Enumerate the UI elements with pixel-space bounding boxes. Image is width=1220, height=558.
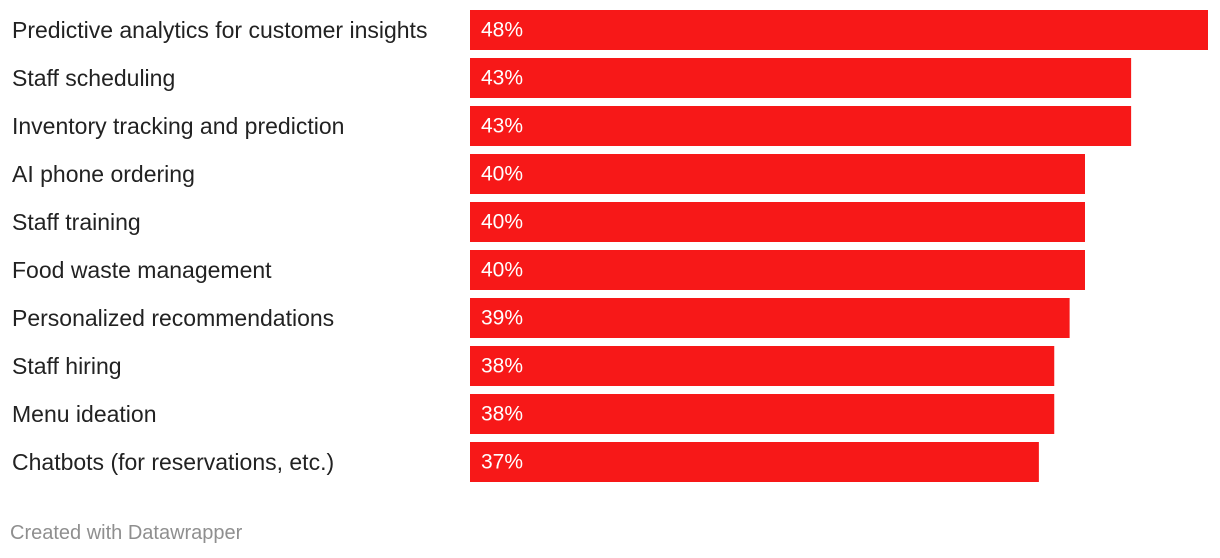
category-label: Staff scheduling xyxy=(12,65,175,91)
bar-row: Personalized recommendations 39% xyxy=(12,298,1070,338)
bar-row: Staff hiring 38% xyxy=(12,346,1055,386)
bar xyxy=(470,346,1055,386)
bar xyxy=(470,394,1055,434)
category-label: Chatbots (for reservations, etc.) xyxy=(12,449,334,475)
bar xyxy=(470,106,1132,146)
value-label: 37% xyxy=(481,451,523,474)
bar xyxy=(470,154,1085,194)
bar xyxy=(470,58,1132,98)
category-label: Menu ideation xyxy=(12,401,157,427)
value-label: 48% xyxy=(481,19,523,42)
bar-row: Predictive analytics for customer insigh… xyxy=(12,10,1208,50)
bar-row: AI phone ordering 40% xyxy=(12,154,1085,194)
bar-chart: Predictive analytics for customer insigh… xyxy=(12,10,1208,482)
value-label: 38% xyxy=(481,355,523,378)
category-label: Staff hiring xyxy=(12,353,122,379)
category-label: Staff training xyxy=(12,209,141,235)
bar xyxy=(470,202,1085,242)
bar-row: Staff scheduling 43% xyxy=(12,58,1132,98)
bar xyxy=(470,250,1085,290)
bar-row: Menu ideation 38% xyxy=(12,394,1055,434)
bar xyxy=(470,298,1070,338)
bar-row: Staff training 40% xyxy=(12,202,1085,242)
value-label: 40% xyxy=(481,211,523,234)
category-label: Food waste management xyxy=(12,257,272,283)
datawrapper-credit: Created with Datawrapper xyxy=(10,522,243,544)
value-label: 39% xyxy=(481,307,523,330)
category-label: AI phone ordering xyxy=(12,161,195,187)
value-label: 40% xyxy=(481,163,523,186)
value-label: 40% xyxy=(481,259,523,282)
value-label: 38% xyxy=(481,403,523,426)
category-label: Personalized recommendations xyxy=(12,305,334,331)
category-label: Inventory tracking and prediction xyxy=(12,113,344,139)
category-label: Predictive analytics for customer insigh… xyxy=(12,17,427,43)
value-label: 43% xyxy=(481,67,523,90)
bar-row: Food waste management 40% xyxy=(12,250,1085,290)
bar xyxy=(470,10,1208,50)
bar-row: Inventory tracking and prediction 43% xyxy=(12,106,1132,146)
bar xyxy=(470,442,1039,482)
bar-row: Chatbots (for reservations, etc.) 37% xyxy=(12,442,1039,482)
value-label: 43% xyxy=(481,115,523,138)
